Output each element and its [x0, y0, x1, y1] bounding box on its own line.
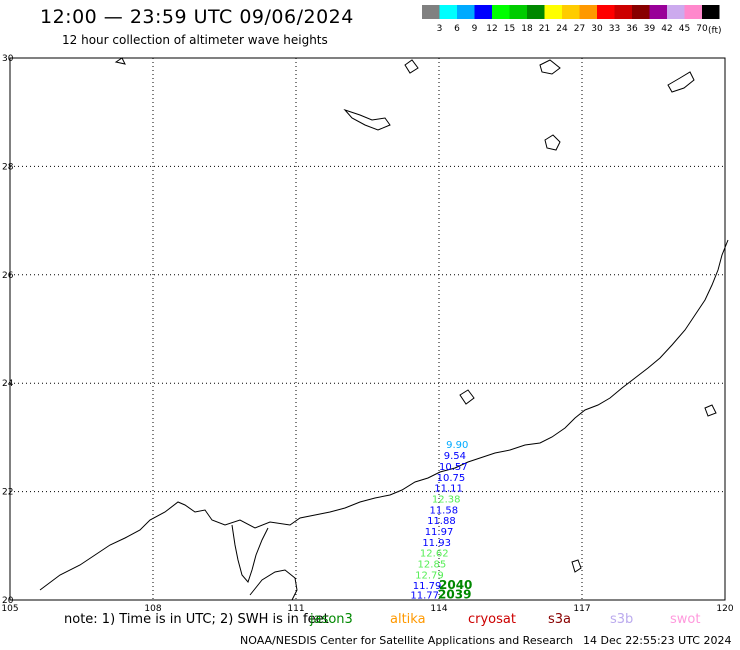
colorbar-tick-label: 15 [504, 24, 515, 34]
colorbar-swatch [702, 5, 720, 19]
footer-source: NOAA/NESDIS Center for Satellite Applica… [240, 634, 574, 647]
lat-tick-label: 30 [2, 54, 14, 64]
lat-tick-label: 20 [2, 596, 14, 606]
coastline-island-c [704, 404, 717, 417]
colorbar-swatch [614, 5, 632, 19]
coastline-mainland [39, 239, 729, 591]
colorbar-swatch [474, 5, 492, 19]
colorbar-tick-label: 3 [437, 24, 443, 34]
coastline-island-d [571, 559, 582, 573]
coastline-islands-east [539, 59, 561, 75]
wave-height-label: 11.58 [429, 505, 458, 516]
coastline-island-b [459, 389, 475, 405]
colorbar-tick-label: 70 [696, 24, 708, 34]
map-frame [9, 57, 726, 601]
wave-height-label: 11.77 [410, 590, 439, 601]
colorbar-tick-label: 33 [609, 24, 620, 34]
colorbar-swatch [527, 5, 545, 19]
colorbar-swatch [649, 5, 667, 19]
wave-height-label: 9.90 [446, 440, 468, 451]
wave-height-label: 9.54 [444, 451, 466, 462]
colorbar-swatch [544, 5, 562, 19]
colorbar-unit-label: (ft) [708, 26, 722, 35]
lon-tick-label: 108 [144, 604, 161, 614]
lon-tick-label: 120 [716, 604, 733, 614]
map-grid [10, 58, 725, 600]
colorbar-tick-label: 9 [472, 24, 478, 34]
lon-tick-label: 111 [287, 604, 304, 614]
coastline-leizhou [231, 524, 269, 583]
wave-height-label: 12.85 [418, 559, 447, 570]
colorbar-tick-label: 18 [521, 24, 533, 34]
colorbar-tick-label: 6 [454, 24, 460, 34]
track-id-label: 2039 [438, 587, 471, 601]
colorbar-tick-label: 42 [661, 24, 672, 34]
colorbar-tick-label: 27 [574, 24, 585, 34]
satellite-legend-item: jason3 [310, 612, 353, 627]
colorbar-swatch [632, 5, 650, 19]
coastline-island-f [114, 57, 126, 65]
wave-height-label: 10.57 [439, 462, 468, 473]
satellite-legend-item: s3a [548, 612, 572, 627]
legend-note: note: 1) Time is in UTC; 2) SWH is in fe… [64, 612, 329, 627]
coastline-hainan [249, 569, 298, 601]
colorbar-tick-label: 39 [644, 24, 656, 34]
satellite-legend-item: altika [390, 612, 426, 627]
colorbar-swatch [439, 5, 457, 19]
colorbar-swatch [684, 5, 702, 19]
coastline [39, 57, 729, 601]
wave-height-label: 12.62 [420, 549, 449, 560]
axis-ticks: 105 108 111 114 117 120 30 28 26 24 22 20 [1, 54, 733, 614]
colorbar-swatch [457, 5, 475, 19]
wave-height-label: 10.75 [437, 473, 466, 484]
satellite-legend-item: swot [670, 612, 701, 627]
colorbar-swatch [667, 5, 685, 19]
coastline-island-e [404, 59, 419, 74]
map-subtitle: 12 hour collection of altimeter wave hei… [62, 33, 328, 47]
colorbar-tick-label: 24 [556, 24, 568, 34]
lat-tick-label: 28 [2, 162, 14, 172]
lat-tick-label: 24 [2, 379, 14, 389]
coastline-islands-north [343, 108, 391, 131]
lon-tick-label: 105 [1, 604, 18, 614]
colorbar-tick-label: 36 [626, 24, 638, 34]
colorbar-tick-label: 30 [591, 24, 603, 34]
colorbar-tick-label: 21 [539, 24, 550, 34]
footer-generated-time: 14 Dec 22:55:23 UTC 2024 [583, 634, 732, 647]
coastline-northeast [667, 71, 695, 93]
lat-tick-label: 26 [2, 271, 14, 281]
wave-height-label: 11.93 [422, 538, 451, 549]
colorbar-swatch [597, 5, 615, 19]
wave-height-labels: 9.909.5410.5710.7511.1112.3811.5811.8811… [410, 440, 468, 601]
wave-height-label: 11.79 [413, 581, 442, 592]
colorbar-swatch [492, 5, 510, 19]
wave-height-colorbar: 3 6 9 12 15 18 21 24 27 30 33 36 39 42 45 70 (ft) [422, 5, 722, 35]
colorbar-tick-label: 45 [679, 24, 690, 34]
lat-tick-label: 22 [2, 488, 13, 498]
lon-tick-label: 117 [573, 604, 590, 614]
wave-height-label: 11.88 [427, 516, 456, 527]
wave-height-label: 12.79 [415, 570, 444, 581]
colorbar-swatch [562, 5, 580, 19]
track-id-label: 2040 [439, 578, 472, 592]
wave-height-label: 11.11 [434, 484, 463, 495]
colorbar-swatch [509, 5, 527, 19]
map-title: 12:00 — 23:59 UTC 09/06/2024 [40, 6, 354, 28]
colorbar-tick-label: 12 [486, 24, 497, 34]
lon-tick-label: 114 [430, 604, 447, 614]
satellite-legend-item: s3b [610, 612, 634, 627]
wave-height-label: 12.38 [432, 494, 461, 505]
colorbar-swatch [422, 5, 440, 19]
colorbar-swatch [579, 5, 597, 19]
coastline-island-a [544, 134, 561, 151]
satellite-legend-item: cryosat [468, 612, 516, 627]
wave-height-label: 11.97 [425, 527, 454, 538]
